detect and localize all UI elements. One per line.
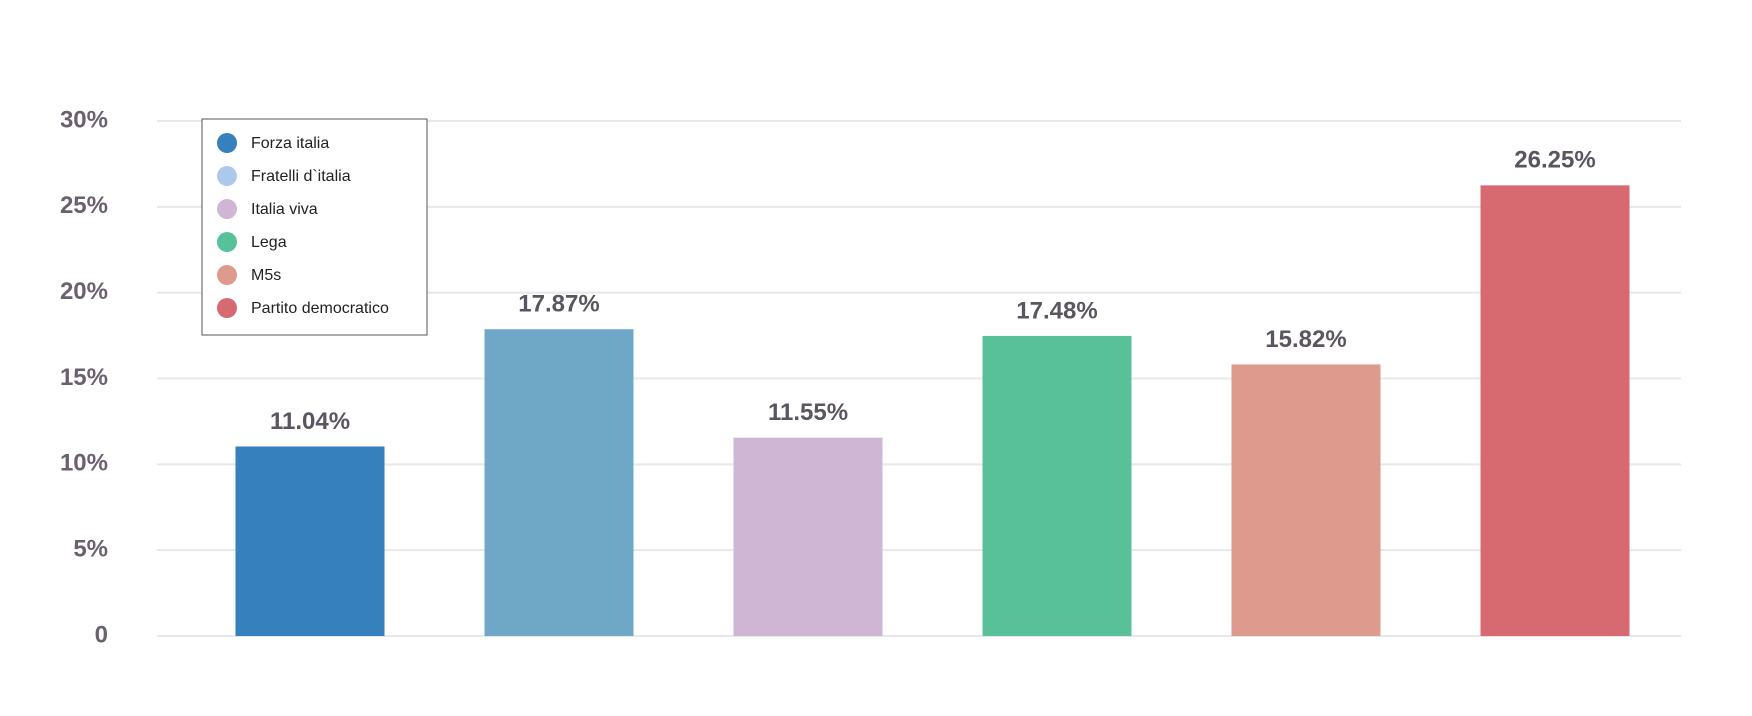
y-tick-label: 0: [95, 621, 108, 648]
value-label: 15.82%: [1265, 326, 1346, 353]
y-tick-label: 5%: [73, 536, 108, 563]
bar: [733, 437, 883, 636]
bar: [484, 329, 634, 636]
bar: [1231, 364, 1381, 636]
bar: [982, 335, 1132, 636]
legend-label: Fratelli d`italia: [251, 168, 351, 185]
value-label: 17.87%: [518, 291, 599, 318]
legend-box: [201, 118, 428, 336]
legend-label: Italia viva: [251, 201, 318, 218]
legend-swatch: [217, 166, 237, 186]
legend-swatch: [217, 232, 237, 252]
value-label: 17.48%: [1016, 297, 1097, 324]
y-tick-label: 30%: [60, 106, 108, 133]
y-tick-label: 15%: [60, 364, 108, 391]
legend-swatch: [217, 133, 237, 153]
y-tick-label: 20%: [60, 278, 108, 305]
legend-label: Lega: [251, 234, 287, 251]
value-label: 26.25%: [1514, 147, 1595, 174]
legend-label: Forza italia: [251, 135, 329, 152]
legend-swatch: [217, 265, 237, 285]
legend-label: M5s: [251, 267, 281, 284]
legend-label: Partito democratico: [251, 300, 389, 317]
bar: [1480, 185, 1630, 636]
value-label: 11.04%: [270, 408, 350, 435]
y-tick-label: 25%: [60, 192, 108, 219]
y-tick-label: 10%: [60, 450, 108, 477]
bar: [235, 446, 385, 636]
legend-swatch: [217, 298, 237, 318]
legend-swatch: [217, 199, 237, 219]
value-label: 11.55%: [768, 399, 848, 426]
